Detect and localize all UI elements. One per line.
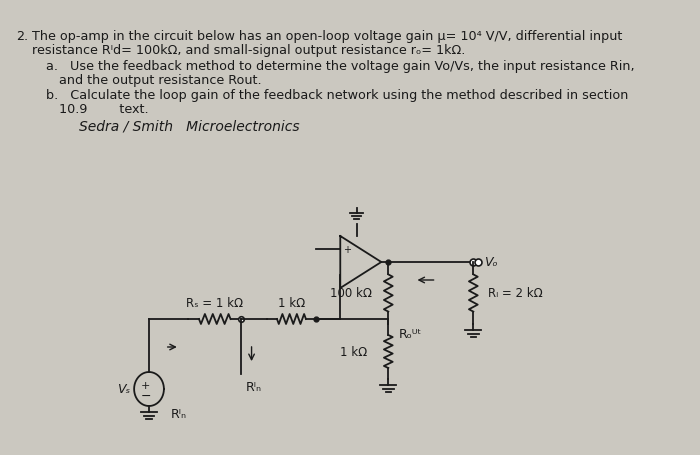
- Text: Vₒ: Vₒ: [484, 256, 498, 269]
- Text: −: −: [140, 389, 150, 402]
- Text: The op-amp in the circuit below has an open-loop voltage gain μ= 10⁴ V/V, differ: The op-amp in the circuit below has an o…: [32, 30, 622, 43]
- Text: a.   Use the feedback method to determine the voltage gain Vo/Vs, the input resi: a. Use the feedback method to determine …: [46, 60, 634, 73]
- Text: +: +: [141, 380, 150, 390]
- Text: Rₛ = 1 kΩ: Rₛ = 1 kΩ: [186, 296, 244, 309]
- Text: b.   Calculate the loop gain of the feedback network using the method described : b. Calculate the loop gain of the feedba…: [46, 89, 628, 102]
- Text: 1 kΩ: 1 kΩ: [340, 345, 367, 358]
- Text: Rᴵₙ: Rᴵₙ: [171, 408, 187, 420]
- Text: Rₗ = 2 kΩ: Rₗ = 2 kΩ: [488, 287, 542, 300]
- Text: and the output resistance Rout.: and the output resistance Rout.: [59, 74, 261, 87]
- Text: Vₛ: Vₛ: [117, 383, 130, 396]
- Text: Rᴵₙ: Rᴵₙ: [246, 381, 261, 394]
- Text: 2.: 2.: [16, 30, 28, 43]
- Text: resistance Rᴵd= 100kΩ, and small-signal output resistance rₒ= 1kΩ.: resistance Rᴵd= 100kΩ, and small-signal …: [32, 44, 465, 57]
- Text: Rₒᵁᵗ: Rₒᵁᵗ: [399, 328, 422, 341]
- Text: 10.9        text.: 10.9 text.: [59, 103, 148, 116]
- Text: +: +: [343, 244, 351, 254]
- Text: 1 kΩ: 1 kΩ: [278, 296, 305, 309]
- Text: Sedra / Smith   Microelectronics: Sedra / Smith Microelectronics: [79, 120, 300, 134]
- Text: 100 kΩ: 100 kΩ: [330, 287, 372, 300]
